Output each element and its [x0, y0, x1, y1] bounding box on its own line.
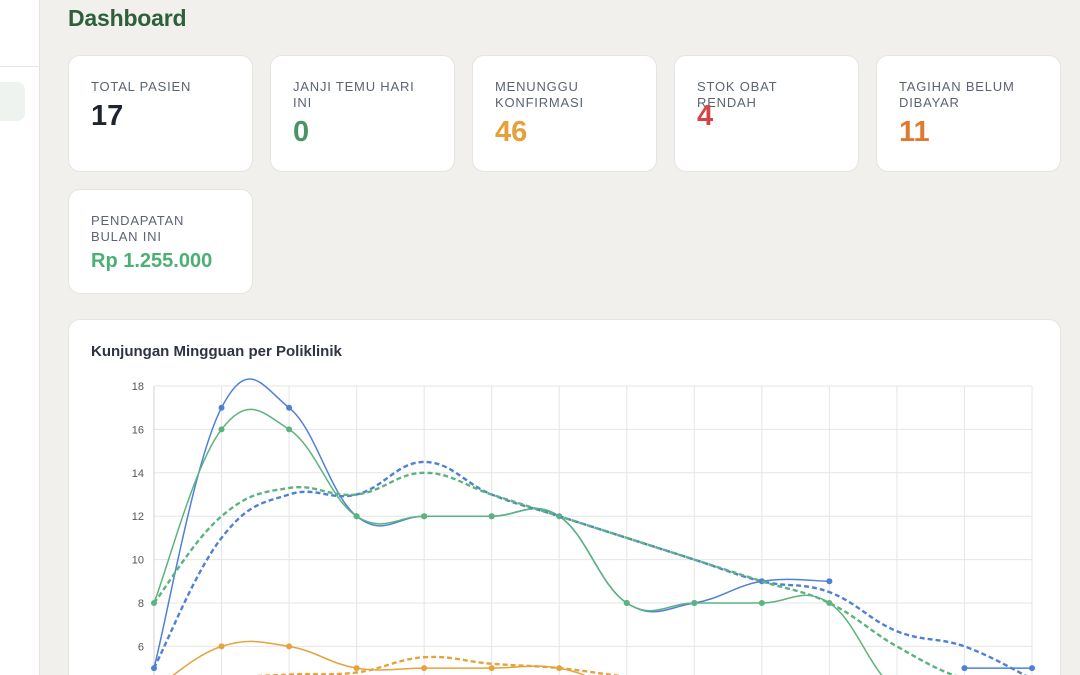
- sidebar-active-item[interactable]: [0, 82, 25, 121]
- data-point: [353, 513, 360, 520]
- data-point: [218, 643, 225, 650]
- stat-card-menunggu-konfirmasi[interactable]: MENUNGGU KONFIRMASI 46: [472, 55, 657, 172]
- series-line-3: [152, 460, 1027, 675]
- series-line-1: [153, 408, 883, 675]
- data-point: [218, 426, 225, 433]
- stat-card-pendapatan[interactable]: PENDAPATAN BULAN INI Rp 1.255.000: [68, 189, 253, 294]
- y-tick-label: 8: [138, 598, 144, 610]
- data-point: [623, 600, 630, 606]
- stat-value: 11: [899, 116, 930, 148]
- series-line-0: [153, 378, 1032, 669]
- data-point: [286, 404, 293, 411]
- stat-value: 0: [293, 116, 310, 148]
- y-tick-label: 6: [138, 641, 144, 653]
- data-point: [353, 665, 360, 672]
- data-point: [826, 578, 833, 585]
- stat-card-tagihan[interactable]: TAGIHAN BELUM DIBAYAR 11: [876, 55, 1061, 172]
- data-point: [286, 426, 293, 433]
- data-point: [1029, 665, 1035, 672]
- line-chart: 6 8 10 12 14 16 18: [132, 378, 1035, 675]
- stat-label: STOK OBAT RENDAH: [697, 79, 778, 110]
- stat-card-total-pasien[interactable]: TOTAL PASIEN 17: [68, 55, 253, 172]
- data-point: [286, 643, 293, 650]
- data-point: [488, 665, 495, 672]
- data-point: [218, 404, 225, 411]
- stat-value: 4: [697, 100, 714, 132]
- sidebar-divider: [0, 66, 40, 67]
- data-point: [758, 600, 765, 606]
- chart-title: Kunjungan Mingguan per Poliklinik: [91, 343, 342, 360]
- revenue-value: Rp 1.255.000: [91, 250, 213, 272]
- stat-value: 46: [495, 116, 528, 148]
- y-tick-label: 10: [132, 555, 144, 567]
- data-point: [961, 665, 968, 672]
- stat-label: JANJI TEMU HARI INI: [293, 79, 415, 110]
- y-tick-label: 16: [132, 424, 144, 436]
- data-point: [421, 513, 428, 520]
- chart-card: Kunjungan Mingguan per Poliklinik 6 8 10 12…: [68, 319, 1061, 675]
- y-tick-label: 12: [132, 511, 144, 523]
- y-tick-label: 14: [132, 468, 144, 480]
- stat-value: 17: [91, 100, 124, 132]
- page-title: Dashboard: [68, 5, 187, 31]
- sidebar: [0, 0, 40, 675]
- series-line-5: [254, 655, 622, 675]
- stat-card-stok-obat[interactable]: STOK OBAT RENDAH 4: [674, 55, 859, 172]
- stat-label: PENDAPATAN BULAN INI: [91, 213, 185, 244]
- series-line-4: [153, 471, 957, 675]
- data-point: [691, 600, 698, 606]
- stat-card-janji-temu[interactable]: JANJI TEMU HARI INI 0: [270, 55, 455, 172]
- data-point: [488, 513, 495, 520]
- y-tick-label: 18: [132, 381, 144, 393]
- stat-label: TOTAL PASIEN: [91, 79, 192, 94]
- stat-label: MENUNGGU KONFIRMASI: [495, 79, 584, 110]
- stat-label: TAGIHAN BELUM DIBAYAR: [899, 79, 1015, 110]
- data-point: [421, 665, 428, 672]
